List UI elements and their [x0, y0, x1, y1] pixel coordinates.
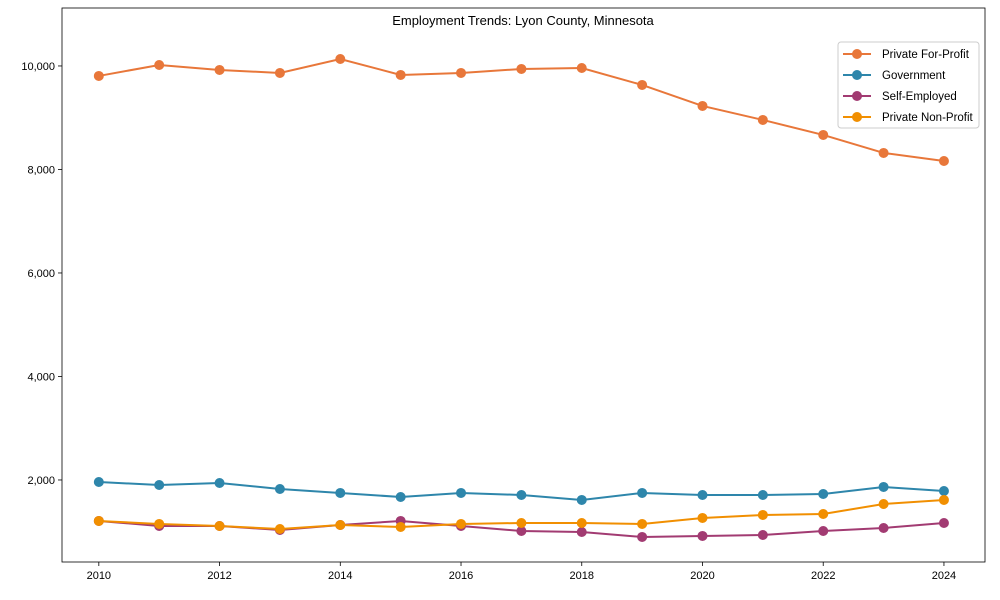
- data-point: [154, 518, 165, 529]
- x-tick-label: 2024: [932, 570, 956, 582]
- data-point: [697, 489, 708, 500]
- data-point: [335, 53, 346, 64]
- data-point: [154, 59, 165, 70]
- series-private-for-profit: [93, 53, 949, 166]
- data-point: [818, 129, 829, 140]
- legend-marker: [852, 49, 862, 59]
- x-tick-label: 2010: [87, 570, 111, 582]
- data-point: [938, 494, 949, 505]
- legend-label: Self-Employed: [882, 91, 957, 103]
- data-point: [214, 477, 225, 488]
- data-point: [335, 519, 346, 530]
- data-point: [214, 64, 225, 75]
- legend-item: Private For-Profit: [843, 49, 970, 61]
- x-tick-label: 2020: [690, 570, 714, 582]
- data-point: [818, 526, 829, 537]
- data-point: [637, 487, 648, 498]
- data-point: [757, 529, 768, 540]
- x-tick-label: 2012: [207, 570, 231, 582]
- legend-box: [837, 41, 980, 129]
- y-tick-label: 6,000: [27, 268, 55, 280]
- data-point: [637, 531, 648, 542]
- legend-label: Private Non-Profit: [882, 112, 974, 124]
- data-point: [938, 485, 949, 496]
- legend-marker: [852, 70, 862, 80]
- data-point: [516, 517, 527, 528]
- series-private-non-profit: [93, 494, 949, 534]
- y-tick-label: 4,000: [27, 371, 55, 383]
- data-point: [214, 520, 225, 531]
- data-point: [335, 487, 346, 498]
- data-point: [516, 63, 527, 74]
- data-point: [878, 147, 889, 158]
- series-line: [98, 57, 945, 162]
- data-point: [878, 481, 889, 492]
- data-point: [576, 517, 587, 528]
- data-point: [878, 498, 889, 509]
- data-point: [93, 70, 104, 81]
- plot-area-frame: [61, 7, 986, 563]
- data-point: [637, 518, 648, 529]
- data-point: [456, 518, 467, 529]
- data-point: [395, 521, 406, 532]
- y-tick-label: 8,000: [27, 164, 55, 176]
- y-tick-label: 2,000: [27, 475, 55, 487]
- y-tick-label: 10,000: [21, 61, 55, 73]
- data-point: [697, 512, 708, 523]
- x-tick-label: 2016: [449, 570, 473, 582]
- data-point: [938, 155, 949, 166]
- data-point: [576, 62, 587, 73]
- legend: Private For-Profit Government Self-Employe…: [837, 41, 980, 129]
- data-point: [93, 476, 104, 487]
- data-point: [395, 69, 406, 80]
- x-tick-label: 2018: [570, 570, 594, 582]
- data-point: [516, 526, 527, 537]
- data-point: [878, 522, 889, 533]
- legend-item: Self-Employed: [843, 91, 957, 103]
- data-point: [93, 515, 104, 526]
- data-point: [757, 114, 768, 125]
- data-point: [516, 489, 527, 500]
- legend-marker: [852, 112, 862, 122]
- data-point: [274, 523, 285, 534]
- legend-item: Private Non-Profit: [843, 112, 974, 124]
- legend-marker: [852, 91, 862, 101]
- data-point: [637, 79, 648, 90]
- data-point: [274, 67, 285, 78]
- x-tick-label: 2014: [328, 570, 352, 582]
- legend-label: Government: [882, 70, 946, 82]
- data-point: [456, 67, 467, 78]
- chart-title: Employment Trends: Lyon County, Minnesot…: [392, 13, 654, 28]
- data-point: [757, 509, 768, 520]
- data-point: [576, 526, 587, 537]
- data-point: [938, 517, 949, 528]
- data-point: [576, 494, 587, 505]
- data-point: [757, 489, 768, 500]
- data-point: [697, 100, 708, 111]
- legend-label: Private For-Profit: [882, 49, 970, 61]
- data-point: [818, 508, 829, 519]
- data-point: [456, 487, 467, 498]
- data-point: [274, 483, 285, 494]
- data-point: [697, 530, 708, 541]
- data-point: [818, 488, 829, 499]
- data-point: [154, 479, 165, 490]
- legend-item: Government: [843, 70, 946, 82]
- x-tick-label: 2022: [811, 570, 835, 582]
- data-point: [395, 492, 406, 503]
- series-government: [93, 476, 949, 505]
